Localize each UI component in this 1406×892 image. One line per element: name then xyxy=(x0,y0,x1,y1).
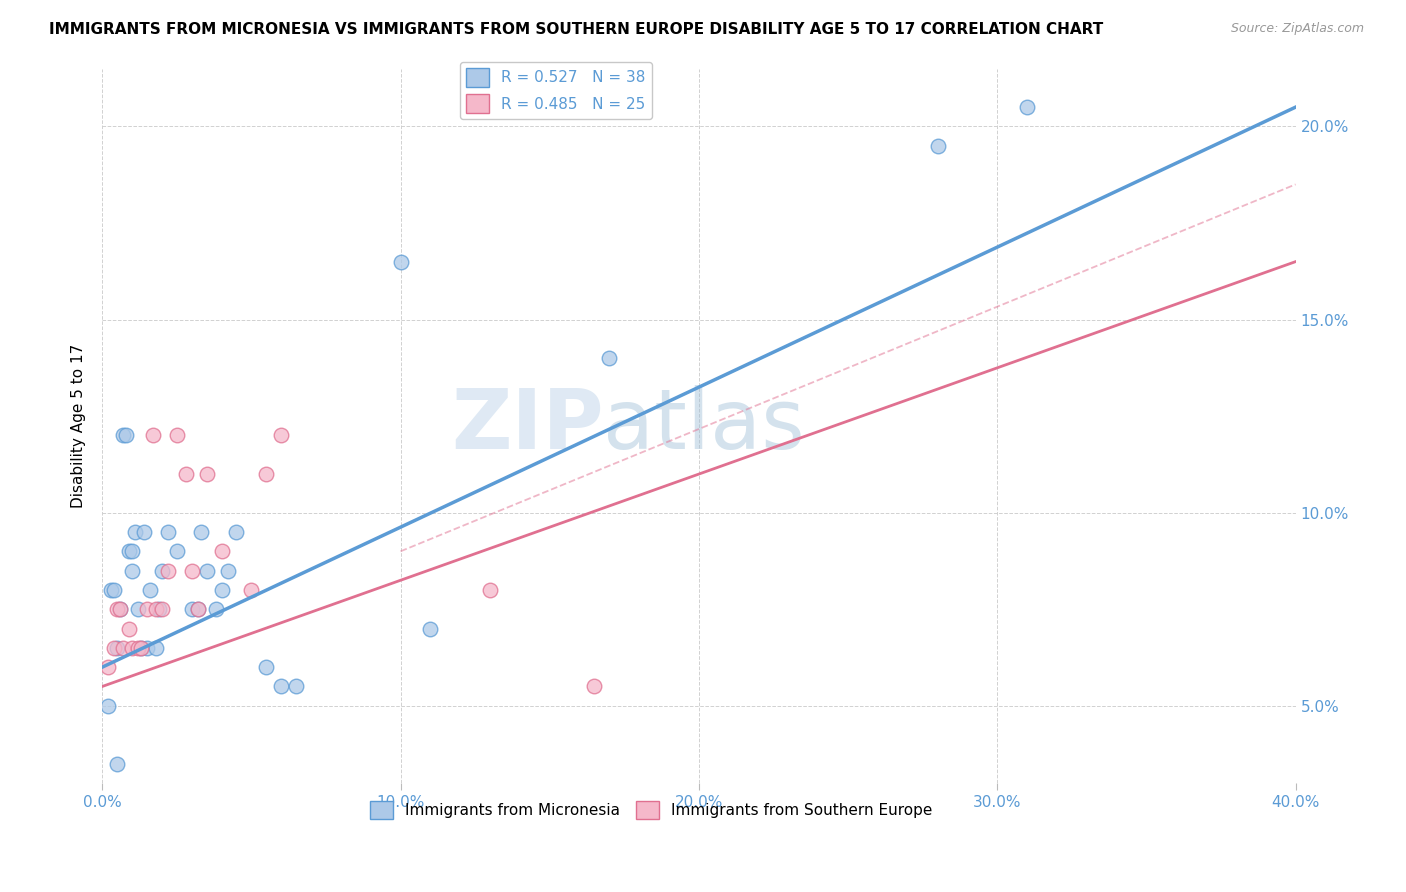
Point xyxy=(187,602,209,616)
Point xyxy=(97,660,120,674)
Point xyxy=(129,640,152,655)
Point xyxy=(150,564,173,578)
Point xyxy=(285,680,308,694)
Point xyxy=(166,544,188,558)
Point xyxy=(103,640,125,655)
Point xyxy=(180,602,202,616)
Point xyxy=(124,524,146,539)
Point xyxy=(156,524,179,539)
Text: Source: ZipAtlas.com: Source: ZipAtlas.com xyxy=(1230,22,1364,36)
Point xyxy=(105,756,128,771)
Point xyxy=(254,467,277,481)
Point xyxy=(103,582,125,597)
Point xyxy=(148,602,170,616)
Point xyxy=(108,602,131,616)
Point xyxy=(195,467,218,481)
Text: IMMIGRANTS FROM MICRONESIA VS IMMIGRANTS FROM SOUTHERN EUROPE DISABILITY AGE 5 T: IMMIGRANTS FROM MICRONESIA VS IMMIGRANTS… xyxy=(49,22,1104,37)
Point xyxy=(105,602,128,616)
Point xyxy=(118,622,141,636)
Point xyxy=(479,582,502,597)
Point xyxy=(204,602,226,616)
Point xyxy=(211,544,233,558)
Point xyxy=(419,622,441,636)
Point xyxy=(389,254,412,268)
Point xyxy=(583,680,606,694)
Text: ZIP: ZIP xyxy=(451,385,603,467)
Point xyxy=(136,640,159,655)
Point xyxy=(225,524,247,539)
Y-axis label: Disability Age 5 to 17: Disability Age 5 to 17 xyxy=(72,343,86,508)
Point xyxy=(598,351,620,366)
Point xyxy=(121,640,143,655)
Point xyxy=(112,640,135,655)
Point xyxy=(254,660,277,674)
Point xyxy=(150,602,173,616)
Point xyxy=(127,602,149,616)
Point xyxy=(180,564,202,578)
Point xyxy=(174,467,197,481)
Point xyxy=(1015,100,1038,114)
Point xyxy=(156,564,179,578)
Point xyxy=(108,602,131,616)
Point xyxy=(270,680,292,694)
Point xyxy=(121,544,143,558)
Point xyxy=(127,640,149,655)
Point xyxy=(211,582,233,597)
Point xyxy=(166,428,188,442)
Text: atlas: atlas xyxy=(603,385,806,467)
Point xyxy=(132,524,155,539)
Point xyxy=(190,524,212,539)
Point xyxy=(145,640,167,655)
Point xyxy=(129,640,152,655)
Point xyxy=(195,564,218,578)
Point xyxy=(105,640,128,655)
Point xyxy=(217,564,239,578)
Point xyxy=(187,602,209,616)
Point xyxy=(142,428,165,442)
Point xyxy=(240,582,263,597)
Point xyxy=(115,428,138,442)
Point xyxy=(121,564,143,578)
Legend: Immigrants from Micronesia, Immigrants from Southern Europe: Immigrants from Micronesia, Immigrants f… xyxy=(364,795,938,825)
Point xyxy=(118,544,141,558)
Point xyxy=(97,698,120,713)
Point xyxy=(139,582,162,597)
Point xyxy=(100,582,122,597)
Point xyxy=(270,428,292,442)
Point xyxy=(136,602,159,616)
Point xyxy=(112,428,135,442)
Point xyxy=(145,602,167,616)
Point xyxy=(927,138,949,153)
